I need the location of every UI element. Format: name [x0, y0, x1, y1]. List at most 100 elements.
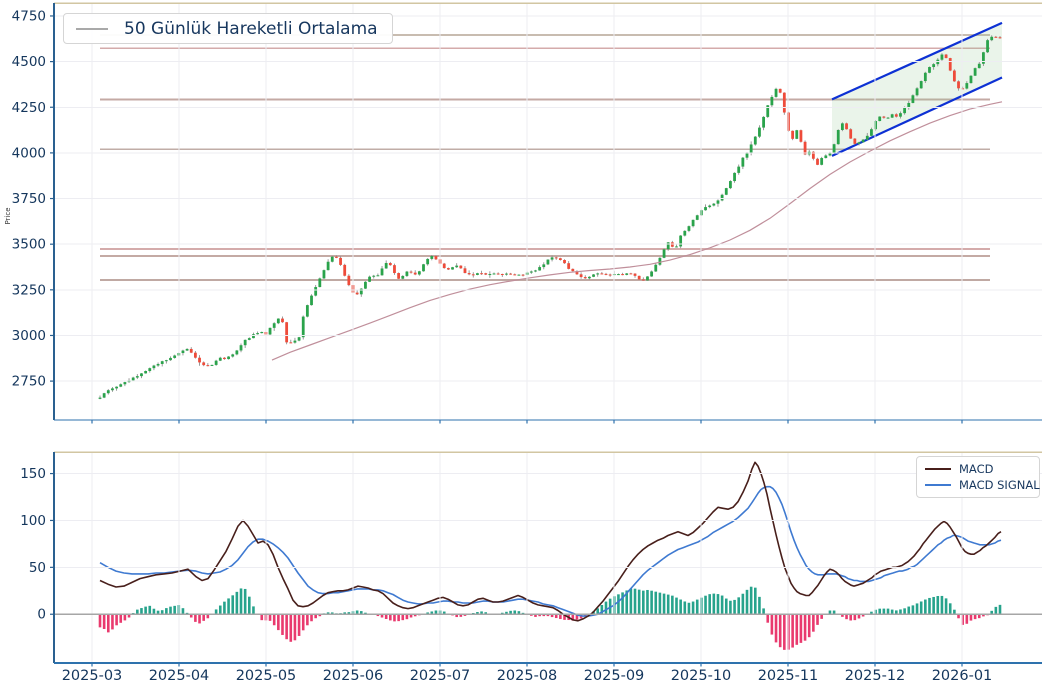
- candle-body: [878, 116, 882, 122]
- macd-histogram-bar: [600, 605, 604, 615]
- macd-histogram-bar: [206, 614, 210, 619]
- macd-histogram-bar: [596, 608, 599, 615]
- macd-histogram-bar: [355, 610, 359, 615]
- y-tick-label: 3250: [12, 282, 46, 298]
- macd-histogram-bar: [861, 614, 865, 617]
- candle-body: [310, 295, 313, 306]
- macd-histogram-bar: [326, 612, 330, 615]
- macd-histogram-bar: [194, 614, 197, 622]
- macd-histogram-bar: [965, 614, 969, 624]
- macd-histogram-bar: [127, 614, 131, 618]
- candle-body: [380, 268, 384, 276]
- macd-histogram-bar: [940, 595, 944, 615]
- macd-histogram-bar: [832, 610, 836, 615]
- candle-body: [231, 354, 235, 357]
- candle-body: [592, 274, 595, 277]
- candle-body: [372, 275, 376, 277]
- candle-body: [733, 172, 736, 182]
- candle-body: [223, 357, 226, 360]
- candle-body: [393, 265, 396, 274]
- macd-histogram-bar: [401, 614, 405, 621]
- candle-body: [575, 271, 579, 275]
- macd-histogram-bar: [621, 592, 624, 615]
- candle-body: [870, 129, 873, 136]
- candle-body: [185, 348, 189, 351]
- macd-histogram-bar: [795, 614, 799, 645]
- macd-histogram-bar: [281, 614, 284, 635]
- x-tick-label: 2025-10: [671, 668, 732, 683]
- macd-histogram-bar: [248, 596, 251, 615]
- price-axis-title: Price: [4, 207, 12, 225]
- candle-body: [928, 67, 931, 73]
- macd-legend-label: MACD: [959, 462, 994, 476]
- candle-body: [675, 246, 678, 248]
- macd-histogram-bar: [990, 610, 994, 615]
- macd-histogram-bar: [915, 603, 919, 615]
- candle-body: [724, 188, 728, 195]
- macd-line: [99, 461, 1002, 622]
- macd-histogram-bar: [944, 598, 948, 615]
- macd-histogram-bar: [534, 614, 537, 617]
- macd-histogram-bar: [857, 614, 861, 619]
- macd-histogram-bar: [293, 614, 297, 641]
- macd-histogram-bar: [729, 600, 732, 615]
- candle-body: [994, 36, 998, 38]
- candle-body: [969, 75, 973, 84]
- candle-body: [343, 264, 347, 276]
- macd-histogram-bar: [961, 614, 964, 625]
- macd-histogram-bar: [376, 614, 380, 617]
- macd-histogram-bar: [550, 614, 554, 618]
- y-tick-label: 4500: [12, 54, 46, 70]
- candle-body: [558, 258, 562, 261]
- candle-body: [467, 273, 471, 275]
- y-tick-label: 3750: [12, 191, 46, 207]
- candle-body: [442, 263, 446, 269]
- macd-legend: MACD MACD SIGNAL: [916, 456, 1040, 498]
- candle-body: [633, 273, 637, 276]
- candle-body: [704, 207, 707, 211]
- candle-body: [505, 273, 508, 275]
- macd-histogram-bar: [762, 608, 765, 615]
- candle-body: [235, 350, 239, 355]
- candle-body: [451, 267, 454, 270]
- y-tick-label: 4000: [12, 145, 46, 161]
- candle-body: [459, 265, 463, 269]
- macd-histogram-bar: [890, 609, 894, 615]
- macd-histogram-bar: [554, 614, 558, 619]
- candle-body: [476, 273, 479, 275]
- candle-body: [782, 92, 786, 113]
- candle-body: [135, 376, 139, 378]
- macd-histogram-bar: [123, 614, 127, 621]
- candle-body: [666, 242, 670, 250]
- macd-histogram-bar: [218, 605, 222, 615]
- candle-body: [588, 276, 591, 279]
- candle-body: [542, 264, 546, 268]
- candle-body: [778, 88, 782, 93]
- candle-body: [811, 151, 815, 159]
- candle-body: [131, 377, 135, 381]
- candle-body: [745, 152, 749, 158]
- candle-body: [695, 215, 699, 220]
- macd-histogram-bar: [903, 608, 906, 615]
- macd-histogram-bar: [994, 606, 998, 615]
- y-tick-label: 100: [20, 513, 46, 529]
- candle-body: [281, 318, 284, 323]
- macd-histogram-bar: [973, 614, 977, 620]
- macd-histogram-bar: [260, 614, 264, 621]
- candle-body: [272, 323, 276, 328]
- candle-body: [957, 81, 960, 89]
- macd-histogram-bar: [977, 614, 981, 619]
- macd-histogram-bar: [476, 612, 479, 615]
- macd-histogram-bar: [874, 609, 877, 615]
- candle-body: [252, 334, 255, 339]
- macd-histogram-bar: [853, 614, 857, 621]
- macd-histogram-bar: [119, 614, 123, 623]
- macd-histogram-bar: [546, 614, 550, 617]
- candle-body: [534, 270, 537, 272]
- macd-histogram-bar: [637, 589, 641, 615]
- x-tick-label: 2025-08: [497, 668, 558, 683]
- macd-histogram-bar: [745, 589, 749, 615]
- candle-body: [637, 275, 641, 280]
- macd-histogram-bar: [364, 612, 367, 615]
